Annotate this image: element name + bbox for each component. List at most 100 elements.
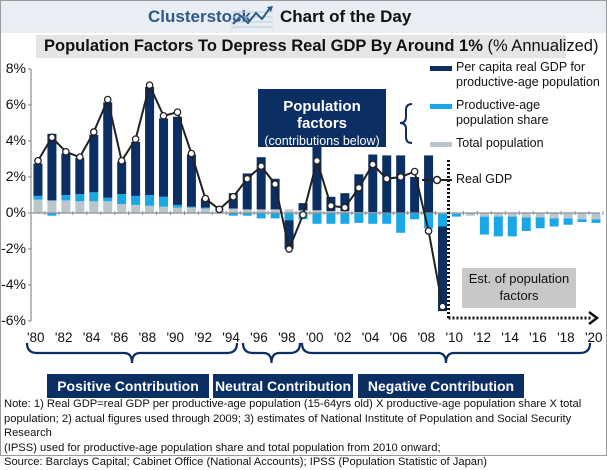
bar-2: [242, 173, 252, 210]
bar-0: [228, 208, 238, 213]
legend-label-line: population share: [456, 113, 549, 127]
real-gdp-point: [271, 180, 279, 189]
bar-2: [228, 193, 238, 209]
bar-2: [103, 102, 113, 198]
bar-2: [284, 220, 294, 249]
x-tick-label: '96: [250, 330, 268, 345]
bar-0: [103, 201, 113, 213]
real-gdp-point: [341, 203, 349, 212]
x-tick-label: '08: [417, 330, 436, 345]
real-gdp-point: [382, 174, 391, 183]
bar-1: [507, 216, 517, 237]
real-gdp-point: [327, 201, 335, 210]
bar-0: [200, 208, 210, 213]
title-background: [36, 35, 566, 58]
bar-1: [591, 219, 601, 223]
real-gdp-point: [145, 81, 154, 90]
line-marker-icon: [422, 175, 452, 185]
bar-1: [284, 213, 294, 221]
y-tick-label: -4%: [1, 276, 26, 292]
bar-0: [89, 201, 99, 213]
footnote-line: population; 2) actual figures used throu…: [4, 412, 572, 440]
bar-1: [451, 213, 461, 217]
bar-2: [159, 118, 169, 197]
real-gdp-point: [103, 95, 112, 104]
estimate-line: Est. of population: [468, 271, 570, 286]
x-tick-label: '80: [26, 330, 45, 345]
bar-1: [228, 213, 238, 216]
legend-label-line: productive-age population: [456, 75, 600, 89]
bar-1: [131, 195, 141, 205]
bar-2: [298, 203, 308, 211]
real-gdp-point: [368, 160, 377, 169]
bar-0: [117, 204, 127, 213]
bar-0: [340, 211, 350, 213]
legend-swatch: [430, 66, 452, 71]
real-gdp-point: [173, 108, 182, 117]
real-gdp-point: [285, 245, 293, 253]
x-tick-label: '88: [138, 330, 157, 345]
bar-0: [577, 213, 587, 220]
chart-title-main: Population Factors To Depress Real GDP B…: [44, 37, 483, 55]
bar-2: [410, 177, 420, 213]
bar-1: [103, 197, 113, 202]
real-gdp-point: [117, 156, 126, 165]
bar-1: [270, 213, 280, 219]
bar-0: [186, 207, 196, 213]
legend-label: Real GDP: [456, 172, 513, 186]
bar-1: [242, 213, 252, 216]
bar-0: [172, 207, 182, 213]
negative-brace: [300, 342, 592, 364]
bar-2: [33, 163, 43, 196]
bar-2: [89, 134, 99, 193]
bar-2: [145, 87, 155, 195]
bar-2: [256, 157, 266, 210]
bar-0: [33, 199, 43, 213]
bar-2: [312, 141, 322, 211]
positive-contribution-label: Positive Contribution: [47, 374, 209, 398]
bar-1: [368, 213, 378, 224]
footnote-line: (IPSS) used for productive-age populatio…: [4, 441, 441, 454]
real-gdp-point: [229, 192, 238, 201]
neutral-brace: [241, 342, 302, 364]
bar-0: [242, 209, 252, 213]
x-tick-label: '00: [305, 330, 324, 345]
legend-brace: [399, 103, 413, 144]
x-tick-label: '84: [82, 330, 101, 345]
bar-1: [382, 213, 392, 224]
bar-0: [465, 213, 475, 216]
bar-1: [340, 213, 350, 224]
bar-0: [159, 206, 169, 213]
bar-1: [535, 217, 545, 229]
bar-1: [256, 213, 266, 219]
bar-2: [61, 153, 71, 195]
bar-2: [47, 133, 57, 201]
bar-2: [186, 154, 196, 207]
estimate-callout: Est. of population factors: [462, 268, 576, 308]
bar-0: [507, 213, 517, 217]
callout-subtitle: (contributions below): [264, 134, 380, 148]
bar-0: [270, 209, 280, 213]
bar-2: [200, 198, 210, 208]
bar-1: [396, 213, 406, 233]
bar-2: [396, 155, 406, 213]
legend-label: Per capita real GDP for productive-age po…: [456, 60, 600, 90]
bar-1: [493, 216, 503, 237]
chart-subtitle: (% Annualized): [487, 37, 599, 55]
y-tick-label: 2%: [5, 168, 26, 184]
footnote: Note: 1) Real GDP=real GDP per productiv…: [4, 397, 604, 470]
chart-plot: [25, 68, 604, 364]
negative-contribution-label: Negative Contribution: [358, 374, 524, 398]
bar-1: [117, 194, 127, 204]
bar-1: [61, 195, 71, 201]
bar-2: [368, 154, 378, 213]
rising-chart-icon: [231, 6, 273, 28]
bar-0: [75, 201, 85, 213]
estimate-arrow-head: [588, 311, 600, 325]
bar-0: [535, 213, 545, 218]
bar-1: [549, 218, 559, 227]
real-gdp-point: [243, 174, 252, 183]
bar-1: [521, 217, 531, 231]
bar-0: [549, 213, 559, 219]
bar-1: [200, 207, 210, 209]
